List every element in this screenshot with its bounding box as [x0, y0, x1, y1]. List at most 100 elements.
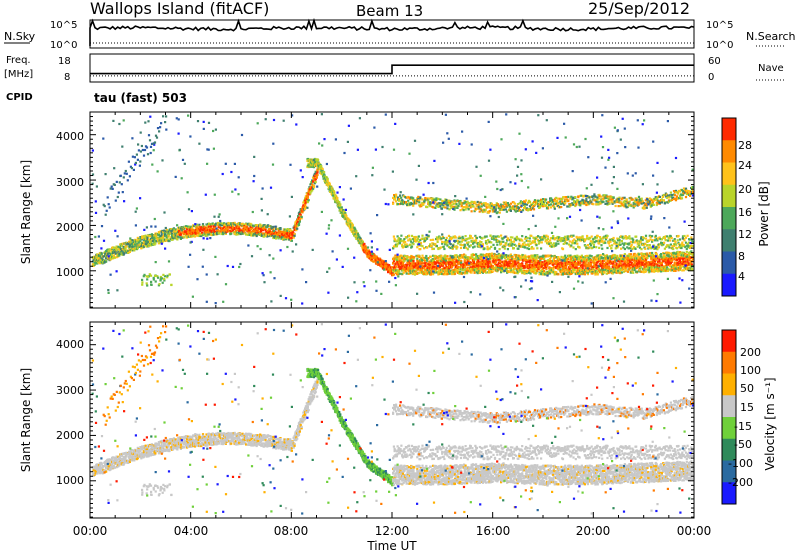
nave-label: Nave [758, 63, 784, 74]
data-cell [544, 254, 547, 257]
data-cell [492, 243, 495, 246]
data-cell [401, 245, 404, 248]
data-cell [335, 195, 338, 198]
data-cell [436, 238, 439, 241]
data-cell [185, 234, 188, 237]
data-cell [307, 199, 310, 202]
data-cell [419, 239, 422, 242]
data-cell [466, 263, 469, 266]
data-cell [255, 234, 258, 238]
data-cell [427, 264, 430, 267]
data-cell [312, 177, 316, 180]
data-cell [432, 266, 435, 269]
data-cell [112, 254, 116, 257]
data-cell [589, 262, 592, 265]
data-cell [95, 257, 98, 260]
data-cell [501, 265, 504, 268]
data-cell [447, 246, 451, 249]
data-cell [315, 175, 318, 178]
data-cell [174, 228, 177, 231]
data-cell [430, 270, 433, 273]
data-cell [288, 238, 291, 241]
data-cell [394, 268, 397, 271]
data-cell [179, 237, 182, 240]
data-cell [489, 262, 492, 265]
data-cell [100, 260, 103, 264]
data-cell [148, 244, 151, 247]
data-cell [414, 270, 417, 273]
data-cell [317, 159, 320, 162]
data-cell [499, 259, 502, 262]
data-cell [136, 247, 139, 250]
data-cell [552, 242, 555, 245]
data-cell [254, 224, 257, 227]
data-cell [450, 265, 454, 269]
data-cell [472, 261, 475, 264]
data-cell [497, 235, 500, 238]
data-cell [297, 220, 300, 223]
data-cell [466, 272, 469, 275]
data-cell [338, 206, 341, 209]
data-cell [574, 242, 577, 245]
data-cell [500, 257, 503, 260]
data-cell [409, 271, 412, 274]
data-cell [467, 241, 470, 244]
data-cell [474, 267, 477, 270]
data-cell [586, 270, 589, 273]
data-cell [358, 235, 361, 238]
data-cell [172, 235, 175, 238]
data-cell [598, 246, 601, 249]
data-cell [546, 235, 549, 238]
data-cell [562, 242, 565, 245]
data-cell [436, 261, 439, 264]
data-cell [493, 263, 497, 266]
data-cell [110, 249, 113, 252]
data-cell [490, 252, 494, 255]
data-cell [351, 226, 354, 229]
freq-line [90, 64, 694, 75]
data-cell [226, 227, 229, 230]
data-cell [415, 268, 418, 272]
data-cell [120, 244, 123, 247]
data-cell [112, 256, 115, 259]
data-cell [441, 272, 444, 276]
data-cell [493, 247, 497, 250]
data-cell [223, 225, 227, 228]
data-cell [459, 255, 462, 258]
data-cell [409, 262, 412, 266]
data-cell [395, 273, 398, 276]
data-cell [589, 244, 592, 247]
cpid-text: tau (fast) 503 [94, 91, 187, 105]
data-cell [456, 265, 460, 268]
data-cell [405, 272, 408, 275]
data-cell [515, 239, 518, 242]
data-cell [541, 261, 544, 264]
data-cell [395, 243, 398, 246]
data-cell [588, 246, 591, 249]
data-cell [427, 257, 430, 260]
data-cell [313, 166, 316, 169]
data-cell [223, 228, 227, 231]
data-cell [140, 247, 143, 250]
data-cell [449, 256, 452, 259]
data-cell [500, 267, 503, 270]
data-cell [604, 241, 607, 244]
data-cell [466, 243, 469, 246]
data-cell [423, 247, 426, 250]
data-cell [272, 228, 275, 231]
data-cell [465, 246, 468, 249]
data-cell [521, 258, 525, 261]
data-cell [485, 258, 488, 261]
data-cell [431, 247, 434, 251]
data-cell [514, 260, 517, 263]
data-cell [441, 242, 444, 245]
data-cell [214, 230, 217, 233]
data-cell [586, 234, 589, 238]
data-cell [228, 224, 231, 227]
data-cell [396, 243, 399, 246]
data-cell [620, 271, 623, 274]
data-cell [523, 272, 526, 275]
data-cell [446, 257, 449, 260]
data-cell [363, 242, 366, 246]
data-cell [480, 253, 483, 256]
